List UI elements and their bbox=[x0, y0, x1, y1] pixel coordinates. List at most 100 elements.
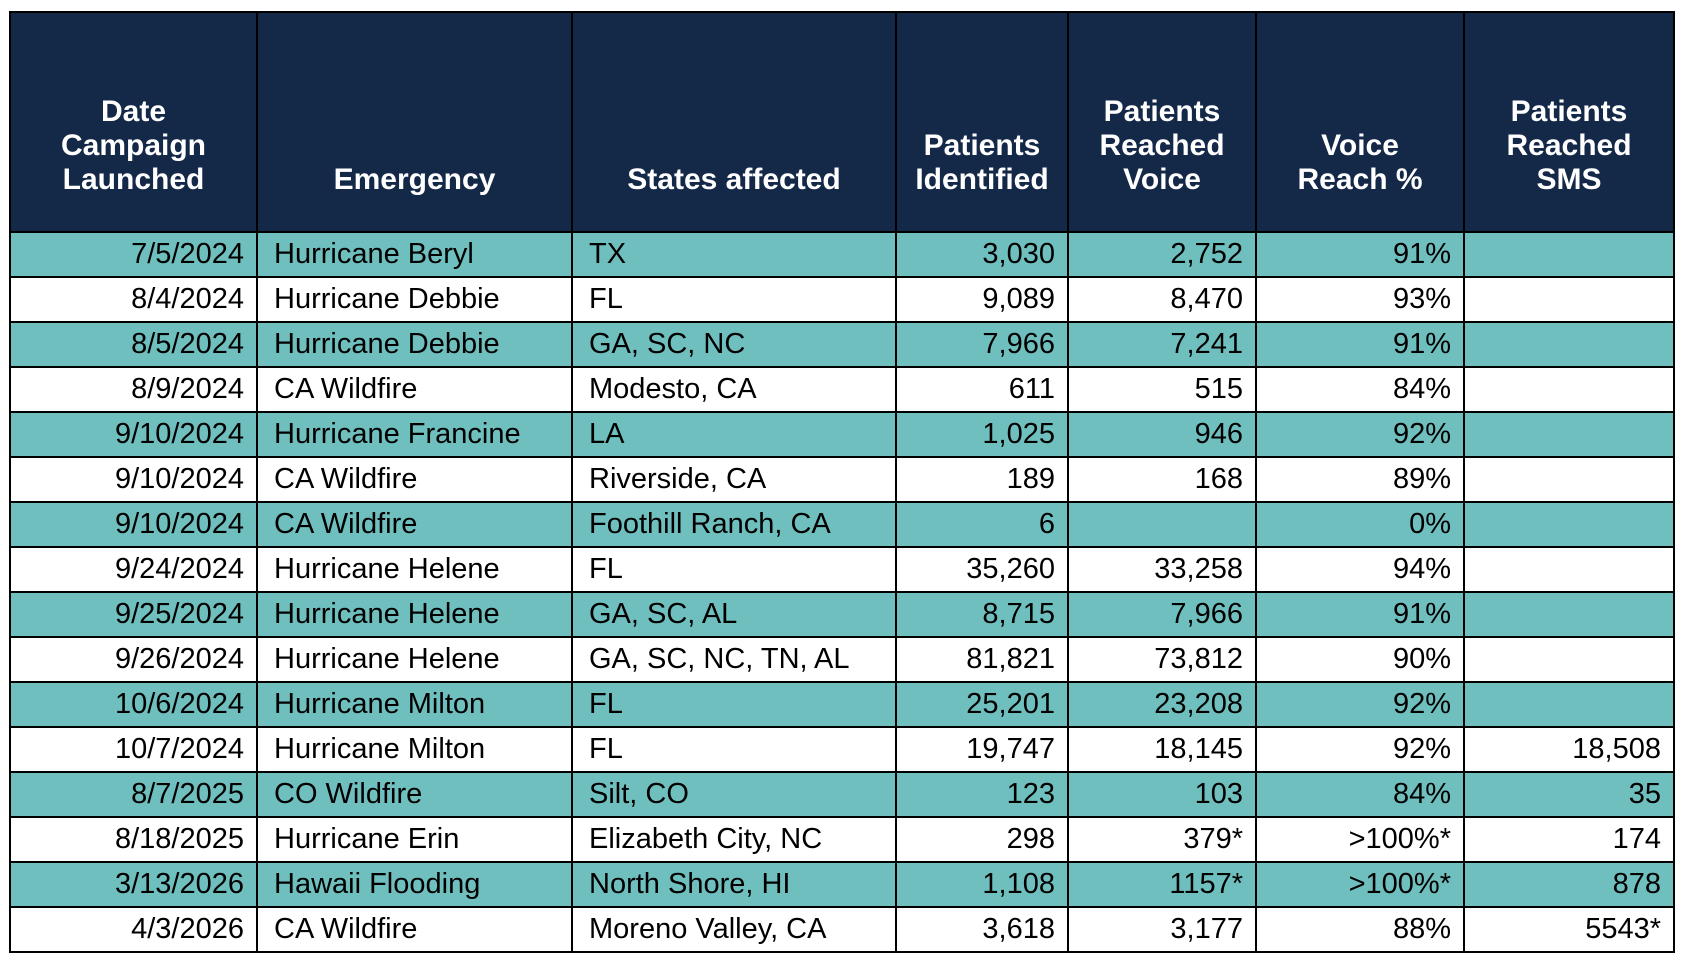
table-row: 9/25/2024 Hurricane Helene GA, SC, AL 8,715… bbox=[9, 591, 1675, 638]
cell-patients-identified: 298 bbox=[895, 816, 1069, 863]
cell-patients-reached-sms: 18,508 bbox=[1463, 726, 1675, 773]
table-row: 8/5/2024 Hurricane Debbie GA, SC, NC 7,966 7… bbox=[9, 321, 1675, 368]
cell-voice-reach-percent: 91% bbox=[1255, 591, 1465, 638]
cell-patients-identified: 8,715 bbox=[895, 591, 1069, 638]
cell-patients-identified: 6 bbox=[895, 501, 1069, 548]
table-row: 8/4/2024 Hurricane Debbie FL 9,089 8,470 93% bbox=[9, 276, 1675, 323]
cell-patients-reached-voice: 103 bbox=[1067, 771, 1257, 818]
cell-patients-reached-sms bbox=[1463, 456, 1675, 503]
cell-patients-reached-sms bbox=[1463, 681, 1675, 728]
cell-date-launched: 8/4/2024 bbox=[9, 276, 258, 323]
cell-emergency: Hurricane Debbie bbox=[256, 276, 573, 323]
cell-emergency: Hawaii Flooding bbox=[256, 861, 573, 908]
cell-emergency: CA Wildfire bbox=[256, 906, 573, 953]
cell-states-affected: FL bbox=[571, 546, 897, 593]
cell-emergency: Hurricane Beryl bbox=[256, 231, 573, 278]
cell-emergency: Hurricane Debbie bbox=[256, 321, 573, 368]
cell-date-launched: 9/26/2024 bbox=[9, 636, 258, 683]
cell-patients-reached-voice: 7,966 bbox=[1067, 591, 1257, 638]
cell-patients-reached-sms: 5543* bbox=[1463, 906, 1675, 953]
cell-emergency: Hurricane Erin bbox=[256, 816, 573, 863]
cell-date-launched: 9/10/2024 bbox=[9, 501, 258, 548]
cell-date-launched: 10/7/2024 bbox=[9, 726, 258, 773]
cell-date-launched: 9/24/2024 bbox=[9, 546, 258, 593]
cell-patients-reached-sms bbox=[1463, 501, 1675, 548]
table-row: 9/26/2024 Hurricane Helene GA, SC, NC, TN,… bbox=[9, 636, 1675, 683]
cell-patients-reached-sms bbox=[1463, 276, 1675, 323]
cell-emergency: Hurricane Milton bbox=[256, 681, 573, 728]
cell-patients-reached-voice: 73,812 bbox=[1067, 636, 1257, 683]
cell-patients-identified: 9,089 bbox=[895, 276, 1069, 323]
table-row: 9/10/2024 CA Wildfire Foothill Ranch, CA 6 0… bbox=[9, 501, 1675, 548]
cell-states-affected: FL bbox=[571, 726, 897, 773]
cell-patients-reached-sms bbox=[1463, 636, 1675, 683]
cell-patients-identified: 189 bbox=[895, 456, 1069, 503]
cell-date-launched: 7/5/2024 bbox=[9, 231, 258, 278]
cell-patients-identified: 3,618 bbox=[895, 906, 1069, 953]
cell-states-affected: Elizabeth City, NC bbox=[571, 816, 897, 863]
cell-states-affected: North Shore, HI bbox=[571, 861, 897, 908]
cell-voice-reach-percent: 90% bbox=[1255, 636, 1465, 683]
cell-emergency: Hurricane Helene bbox=[256, 636, 573, 683]
cell-patients-reached-voice: 3,177 bbox=[1067, 906, 1257, 953]
cell-states-affected: GA, SC, AL bbox=[571, 591, 897, 638]
table-row: 7/5/2024 Hurricane Beryl TX 3,030 2,752 91% bbox=[9, 231, 1675, 278]
cell-states-affected: Moreno Valley, CA bbox=[571, 906, 897, 953]
cell-patients-identified: 35,260 bbox=[895, 546, 1069, 593]
cell-states-affected: Foothill Ranch, CA bbox=[571, 501, 897, 548]
cell-states-affected: FL bbox=[571, 276, 897, 323]
cell-date-launched: 9/10/2024 bbox=[9, 456, 258, 503]
table-row: 8/7/2025 CO Wildfire Silt, CO 123 103 84% 35 bbox=[9, 771, 1675, 818]
cell-patients-identified: 19,747 bbox=[895, 726, 1069, 773]
cell-voice-reach-percent: 92% bbox=[1255, 681, 1465, 728]
cell-patients-reached-voice: 379* bbox=[1067, 816, 1257, 863]
cell-patients-identified: 1,025 bbox=[895, 411, 1069, 458]
cell-date-launched: 9/25/2024 bbox=[9, 591, 258, 638]
cell-states-affected: FL bbox=[571, 681, 897, 728]
cell-patients-identified: 123 bbox=[895, 771, 1069, 818]
cell-date-launched: 3/13/2026 bbox=[9, 861, 258, 908]
cell-patients-reached-sms bbox=[1463, 591, 1675, 638]
emergency-campaign-table: Date Campaign Launched Emergency States … bbox=[9, 11, 1675, 953]
cell-voice-reach-percent: 92% bbox=[1255, 411, 1465, 458]
cell-states-affected: GA, SC, NC, TN, AL bbox=[571, 636, 897, 683]
cell-voice-reach-percent: >100%* bbox=[1255, 816, 1465, 863]
cell-patients-identified: 1,108 bbox=[895, 861, 1069, 908]
cell-patients-reached-voice: 946 bbox=[1067, 411, 1257, 458]
cell-states-affected: GA, SC, NC bbox=[571, 321, 897, 368]
cell-patients-reached-sms: 35 bbox=[1463, 771, 1675, 818]
cell-date-launched: 8/9/2024 bbox=[9, 366, 258, 413]
cell-states-affected: Modesto, CA bbox=[571, 366, 897, 413]
cell-patients-reached-voice: 18,145 bbox=[1067, 726, 1257, 773]
cell-patients-reached-sms bbox=[1463, 321, 1675, 368]
cell-emergency: Hurricane Francine bbox=[256, 411, 573, 458]
cell-states-affected: Silt, CO bbox=[571, 771, 897, 818]
cell-patients-identified: 7,966 bbox=[895, 321, 1069, 368]
cell-patients-reached-voice: 33,258 bbox=[1067, 546, 1257, 593]
cell-date-launched: 4/3/2026 bbox=[9, 906, 258, 953]
header-row: Date Campaign Launched Emergency States … bbox=[9, 11, 1675, 233]
header-date-campaign-launched: Date Campaign Launched bbox=[9, 11, 258, 233]
cell-patients-reached-voice: 1157* bbox=[1067, 861, 1257, 908]
cell-emergency: CA Wildfire bbox=[256, 366, 573, 413]
cell-emergency: CO Wildfire bbox=[256, 771, 573, 818]
cell-patients-reached-voice: 168 bbox=[1067, 456, 1257, 503]
cell-patients-reached-sms bbox=[1463, 231, 1675, 278]
cell-states-affected: TX bbox=[571, 231, 897, 278]
cell-patients-reached-voice: 7,241 bbox=[1067, 321, 1257, 368]
cell-patients-reached-voice: 8,470 bbox=[1067, 276, 1257, 323]
table-row: 8/18/2025 Hurricane Erin Elizabeth City, N… bbox=[9, 816, 1675, 863]
cell-patients-reached-sms: 174 bbox=[1463, 816, 1675, 863]
cell-emergency: Hurricane Helene bbox=[256, 546, 573, 593]
cell-voice-reach-percent: 94% bbox=[1255, 546, 1465, 593]
cell-voice-reach-percent: 89% bbox=[1255, 456, 1465, 503]
cell-emergency: CA Wildfire bbox=[256, 501, 573, 548]
table-body: 7/5/2024 Hurricane Beryl TX 3,030 2,752 91% 8/… bbox=[9, 231, 1675, 953]
header-patients-reached-sms: Patients Reached SMS bbox=[1463, 11, 1675, 233]
table-row: 4/3/2026 CA Wildfire Moreno Valley, CA 3,61… bbox=[9, 906, 1675, 953]
header-states-affected: States affected bbox=[571, 11, 897, 233]
cell-emergency: CA Wildfire bbox=[256, 456, 573, 503]
cell-patients-reached-voice: 23,208 bbox=[1067, 681, 1257, 728]
cell-emergency: Hurricane Milton bbox=[256, 726, 573, 773]
header-emergency: Emergency bbox=[256, 11, 573, 233]
